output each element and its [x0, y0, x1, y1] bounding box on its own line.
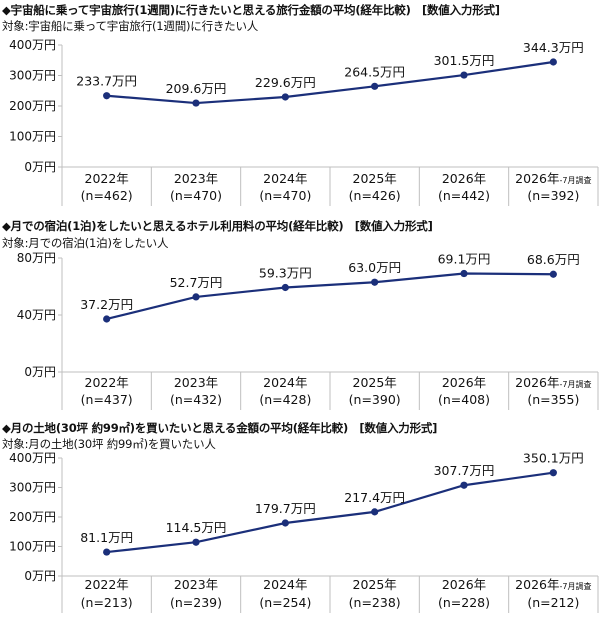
- data-label: 307.7万円: [434, 463, 495, 478]
- x-sample-size-label: (n=426): [349, 188, 401, 203]
- data-label: 68.6万円: [527, 252, 580, 267]
- chart-subtitle: 対象:宇宙船に乗って宇宙旅行(1週間)に行きたい人: [2, 19, 259, 33]
- y-tick-label: 40万円: [17, 308, 56, 322]
- x-category-label: 2023年: [174, 375, 218, 390]
- data-label: 114.5万円: [166, 520, 227, 535]
- series-line: [106, 60, 554, 105]
- data-point: [281, 519, 289, 527]
- y-tick-label: 0万円: [24, 569, 56, 583]
- data-label: 209.6万円: [166, 81, 227, 96]
- x-sample-size-label: (n=254): [259, 595, 311, 610]
- y-tick-label: 0万円: [24, 365, 56, 379]
- x-sample-size-label: (n=238): [349, 595, 401, 610]
- data-point: [549, 58, 557, 66]
- data-label: 233.7万円: [76, 74, 137, 89]
- chart-title: ◆宇宙船に乗って宇宙旅行(1週間)に行きたいと思える旅行金額の平均(経年比較) …: [2, 3, 500, 17]
- x-category-label: 2022年: [85, 577, 129, 592]
- data-label: 350.1万円: [523, 451, 584, 466]
- data-label: 344.3万円: [523, 40, 584, 55]
- data-point: [371, 82, 379, 90]
- x-category-label: 2024年: [263, 577, 307, 592]
- x-sample-size-label: (n=437): [81, 392, 133, 407]
- y-tick-label: 80万円: [17, 251, 56, 265]
- x-category-label: 2026年: [442, 171, 486, 186]
- data-point: [103, 92, 111, 100]
- x-category-label: 2023年: [174, 577, 218, 592]
- y-tick-label: 100万円: [9, 540, 56, 554]
- data-label: 37.2万円: [80, 297, 133, 312]
- x-category-note: -7月調査: [559, 175, 591, 185]
- x-sample-size-label: (n=239): [170, 595, 222, 610]
- x-category-label: 2025年: [353, 375, 397, 390]
- x-category-label: 2026年: [442, 577, 486, 592]
- data-label: 81.1万円: [80, 530, 133, 545]
- x-sample-size-label: (n=462): [81, 188, 133, 203]
- y-tick-label: 400万円: [9, 451, 56, 465]
- x-sample-size-label: (n=213): [81, 595, 133, 610]
- data-point: [460, 71, 468, 79]
- x-sample-size-label: (n=470): [259, 188, 311, 203]
- x-category-label: 2023年: [174, 171, 218, 186]
- x-sample-size-label: (n=470): [170, 188, 222, 203]
- x-sample-size-label: (n=355): [527, 392, 579, 407]
- data-label: 59.3万円: [259, 265, 312, 280]
- y-tick-label: 200万円: [9, 99, 56, 113]
- x-sample-size-label: (n=408): [438, 392, 490, 407]
- y-tick-label: 200万円: [9, 510, 56, 524]
- y-tick-label: 0万円: [24, 160, 56, 174]
- x-category-label: 2026年-7月調査: [515, 577, 591, 592]
- x-category-note: -7月調査: [559, 379, 591, 389]
- x-category-label: 2025年: [353, 171, 397, 186]
- y-tick-label: 300万円: [9, 69, 56, 83]
- data-label: 179.7万円: [255, 501, 316, 516]
- data-point: [281, 93, 289, 101]
- x-sample-size-label: (n=432): [170, 392, 222, 407]
- data-label: 52.7万円: [170, 275, 223, 290]
- data-point: [192, 99, 200, 107]
- x-category-label: 2022年: [85, 171, 129, 186]
- x-category-label: 2025年: [353, 577, 397, 592]
- x-category-label: 2024年: [263, 171, 307, 186]
- data-label: 63.0万円: [348, 260, 401, 275]
- chart-panel-space-travel: ◆宇宙船に乗って宇宙旅行(1週間)に行きたいと思える旅行金額の平均(経年比較) …: [0, 0, 600, 210]
- data-label: 69.1万円: [438, 252, 491, 267]
- data-label: 229.6万円: [255, 75, 316, 90]
- x-sample-size-label: (n=228): [438, 595, 490, 610]
- data-point: [371, 278, 379, 286]
- line-chart: 0万円 100万円 200万円 300万円 400万円 2022年 (n=462) 2023年…: [9, 38, 599, 206]
- series-line: [106, 272, 554, 321]
- y-tick-label: 400万円: [9, 38, 56, 52]
- y-tick-label: 100万円: [9, 130, 56, 144]
- x-category-note: -7月調査: [559, 581, 591, 591]
- series-line: [106, 471, 554, 554]
- data-label: 217.4万円: [344, 490, 405, 505]
- data-point: [460, 269, 468, 278]
- x-sample-size-label: (n=392): [527, 188, 579, 203]
- data-label: 301.5万円: [434, 53, 495, 68]
- data-point: [371, 508, 379, 516]
- data-point: [549, 270, 557, 278]
- y-tick-label: 300万円: [9, 481, 56, 495]
- data-point: [549, 469, 557, 477]
- data-point: [103, 315, 111, 323]
- x-category-label: 2022年: [85, 375, 129, 390]
- x-sample-size-label: (n=442): [438, 188, 490, 203]
- x-sample-size-label: (n=390): [349, 392, 401, 407]
- data-point: [103, 548, 111, 556]
- data-point: [281, 283, 289, 292]
- x-sample-size-label: (n=212): [527, 595, 579, 610]
- x-sample-size-label: (n=428): [259, 392, 311, 407]
- data-label: 264.5万円: [344, 64, 405, 79]
- x-category-label: 2024年: [263, 375, 307, 390]
- x-category-label: 2026年: [442, 375, 486, 390]
- data-point: [460, 481, 468, 489]
- data-point: [192, 293, 200, 301]
- data-point: [192, 538, 200, 546]
